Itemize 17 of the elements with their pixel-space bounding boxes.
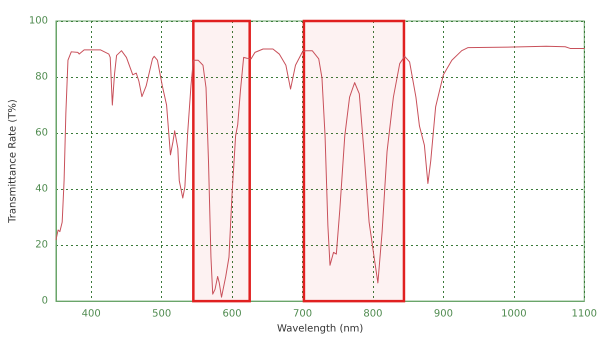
x-axis-title: Wavelength (nm) [276,324,364,334]
x-tick-label: 600 [222,308,242,320]
y-tick-label: 60 [35,128,48,139]
x-tick-label: 1100 [572,308,597,320]
y-tick-label: 20 [35,240,48,251]
line-series [55,46,585,298]
x-tick-label: 400 [82,308,101,320]
y-tick-label: 100 [28,16,48,26]
y-tick-label: 80 [35,72,48,83]
x-tick-label: 900 [434,308,453,320]
x-tick-label: 500 [152,308,172,320]
y-axis-title: Transmittance Rate (T%) [8,99,18,224]
x-tick-label: 1000 [501,308,527,320]
y-tick-label: 0 [42,296,48,307]
y-tick-label: 40 [35,184,48,195]
x-tick-label: 800 [363,308,383,320]
x-tick-label: 700 [292,308,312,320]
